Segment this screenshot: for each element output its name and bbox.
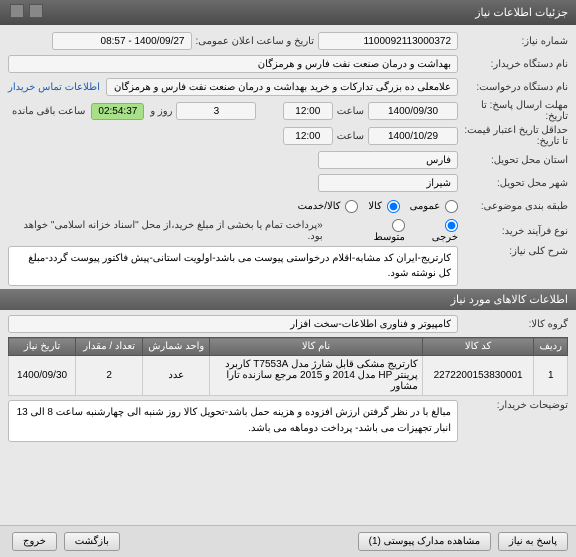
ptype-opt-1[interactable]: متوسط bbox=[357, 219, 405, 243]
subject-radio-1[interactable] bbox=[387, 200, 400, 213]
payment-note: «پرداخت تمام یا بخشی از مبلغ خرید،از محل… bbox=[8, 220, 327, 242]
need-summary-value: کارتریج-ایران کد مشابه-اقلام درخواستی پی… bbox=[8, 246, 458, 286]
title-bar: جزئیات اطلاعات نیاز bbox=[0, 0, 576, 25]
buyer-unit-value: بهداشت و درمان صنعت نفت فارس و هرمزگان bbox=[8, 55, 458, 73]
delivery-prov-value: فارس bbox=[318, 151, 458, 169]
th-name: نام کالا bbox=[210, 338, 422, 356]
reply-button[interactable]: پاسخ به نیاز bbox=[498, 532, 568, 551]
day-and-label: روز و bbox=[146, 106, 176, 117]
table-row[interactable]: 1 2272200153830001 کارتریج مشکی قابل شار… bbox=[9, 356, 568, 396]
item-group-value: کامپیوتر و فناوری اطلاعات-سخت افزار bbox=[8, 315, 458, 333]
delivery-city-label: شهر محل تحویل: bbox=[458, 178, 568, 189]
price-validity-time: 12:00 bbox=[283, 127, 333, 145]
price-validity-date: 1400/10/29 bbox=[368, 127, 458, 145]
cell-unit: عدد bbox=[143, 356, 210, 396]
remaining-label: ساعت باقی مانده bbox=[8, 106, 89, 117]
delivery-city-value: شیراز bbox=[318, 174, 458, 192]
subject-class-row: طبقه بندی موضوعی: عمومی کالا کالا/خدمت bbox=[8, 196, 568, 216]
cell-qty: 2 bbox=[76, 356, 143, 396]
minimize-icon[interactable] bbox=[29, 4, 43, 18]
delivery-prov-label: استان محل تحویل: bbox=[458, 155, 568, 166]
back-button[interactable]: بازگشت bbox=[64, 532, 120, 551]
need-no-value: 1100092113000372 bbox=[318, 32, 458, 50]
purchase-type-row: نوع فرآیند خرید: خرجی متوسط «پرداخت تمام… bbox=[8, 219, 568, 243]
requester-value: علامعلی ده بزرگی تدارکات و خرید بهداشت و… bbox=[106, 78, 458, 96]
button-bar: پاسخ به نیاز مشاهده مدارک پیوستی (1) باز… bbox=[0, 525, 576, 557]
buyer-notes-label: توضیحات خریدار: bbox=[458, 400, 568, 442]
subject-radio-0[interactable] bbox=[445, 200, 458, 213]
subject-opt-0[interactable]: عمومی bbox=[410, 200, 458, 213]
items-section-header: اطلاعات کالاهای مورد نیاز bbox=[0, 289, 576, 310]
cell-idx: 1 bbox=[534, 356, 568, 396]
subject-class-label: طبقه بندی موضوعی: bbox=[458, 201, 568, 212]
need-summary-label: شرح کلی نیاز: bbox=[458, 246, 568, 257]
time-label-1: ساعت bbox=[333, 106, 368, 117]
th-code: کد کالا bbox=[422, 338, 534, 356]
th-idx: ردیف bbox=[534, 338, 568, 356]
cell-date: 1400/09/30 bbox=[9, 356, 76, 396]
requester-label: نام دستگاه درخواست: bbox=[458, 82, 568, 93]
subject-radio-2[interactable] bbox=[345, 200, 358, 213]
purchase-type-label: نوع فرآیند خرید: bbox=[458, 226, 568, 237]
remaining-time-badge: 02:54:37 bbox=[91, 103, 144, 120]
announce-dt-label: تاریخ و ساعت اعلان عمومی: bbox=[192, 36, 319, 47]
cell-name: کارتریج مشکی قابل شارژ مدل T7553A کاربرد… bbox=[210, 356, 422, 396]
subject-opt-1[interactable]: کالا bbox=[368, 200, 399, 213]
th-qty: تعداد / مقدار bbox=[76, 338, 143, 356]
attachments-button[interactable]: مشاهده مدارک پیوستی (1) bbox=[358, 532, 492, 551]
need-no-label: شماره نیاز: bbox=[458, 36, 568, 47]
cell-code: 2272200153830001 bbox=[422, 356, 534, 396]
buyer-notes-value: مبالغ با در نظر گرفتن ارزش افزوده و هزین… bbox=[8, 400, 458, 442]
time-label-2: ساعت bbox=[333, 131, 368, 142]
th-date: تاریخ نیاز bbox=[9, 338, 76, 356]
reply-deadline-label: مهلت ارسال پاسخ: تا تاریخ: bbox=[458, 100, 568, 122]
items-table: ردیف کد کالا نام کالا واحد شمارش تعداد /… bbox=[8, 337, 568, 396]
reply-date-value: 1400/09/30 bbox=[368, 102, 458, 120]
table-header-row: ردیف کد کالا نام کالا واحد شمارش تعداد /… bbox=[9, 338, 568, 356]
subject-opt-2[interactable]: کالا/خدمت bbox=[298, 200, 359, 213]
ptype-radio-0[interactable] bbox=[445, 219, 458, 232]
contact-link[interactable]: اطلاعات تماس خریدار bbox=[8, 82, 100, 93]
ptype-radio-1[interactable] bbox=[392, 219, 405, 232]
th-unit: واحد شمارش bbox=[143, 338, 210, 356]
buyer-unit-label: نام دستگاه خریدار: bbox=[458, 59, 568, 70]
window-title: جزئیات اطلاعات نیاز bbox=[475, 6, 568, 19]
remaining-days-value: 3 bbox=[176, 102, 256, 120]
reply-time-value: 12:00 bbox=[283, 102, 333, 120]
announce-dt-value: 1400/09/27 - 08:57 bbox=[52, 32, 192, 50]
price-validity-label: حداقل تاریخ اعتبار قیمت: تا تاریخ: bbox=[458, 125, 568, 147]
ptype-opt-0[interactable]: خرجی bbox=[415, 219, 458, 243]
window-controls bbox=[8, 4, 43, 21]
item-group-label: گروه کالا: bbox=[458, 319, 568, 330]
exit-button[interactable]: خروج bbox=[12, 532, 57, 551]
close-icon[interactable] bbox=[10, 4, 24, 18]
